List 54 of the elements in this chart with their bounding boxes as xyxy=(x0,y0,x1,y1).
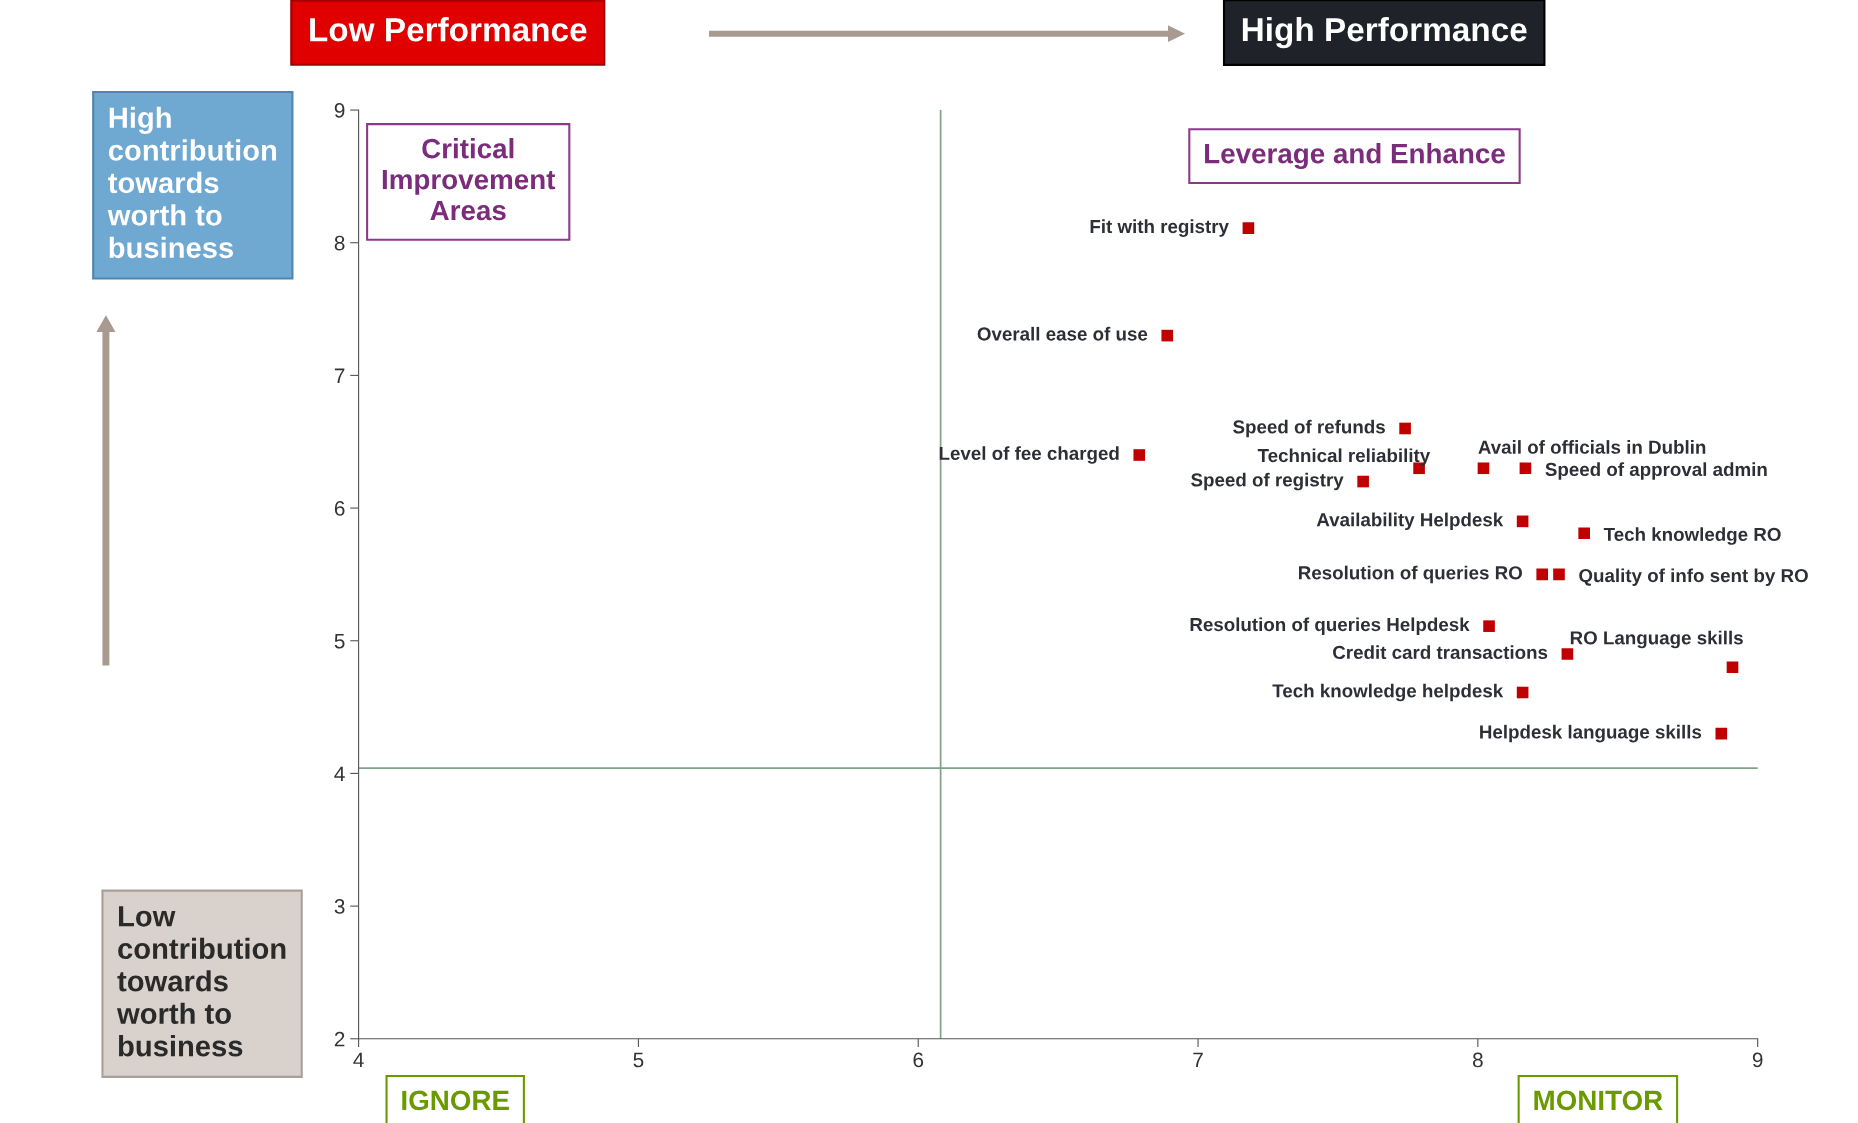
y-tick-label: 4 xyxy=(334,766,345,781)
text: High Performance xyxy=(1242,16,1527,49)
y-tick-label: 5 xyxy=(334,633,345,649)
point xyxy=(1242,222,1255,234)
text: IGNORE xyxy=(402,1090,509,1111)
x-tick-label: 5 xyxy=(633,1052,644,1068)
point xyxy=(1357,475,1369,488)
y-tick-label: 9 xyxy=(334,103,345,118)
point xyxy=(1133,449,1146,461)
annotation: Speed of refunds xyxy=(1233,419,1385,438)
annotation: Speed of registry xyxy=(1191,472,1344,491)
text: Low contribution towards worth to business xyxy=(116,906,286,1057)
y-tick-label: 8 xyxy=(334,235,345,251)
y-tick-label: 3 xyxy=(334,899,345,914)
annotation: Overall ease of use xyxy=(977,326,1148,341)
point xyxy=(1483,620,1495,632)
annotation: Credit card transactions xyxy=(1333,645,1548,660)
annotation: Availability Helpdesk xyxy=(1316,512,1504,531)
annotation: Speed of approval admin xyxy=(1545,462,1767,480)
text: MONITOR xyxy=(1534,1090,1663,1111)
point xyxy=(1399,422,1411,435)
x-tick-label: 8 xyxy=(1472,1052,1483,1068)
annotation: Fit with registry xyxy=(1090,219,1229,237)
x-tick-label: 6 xyxy=(913,1052,924,1068)
y-tick-label: 7 xyxy=(334,368,345,383)
point xyxy=(1715,727,1728,740)
point xyxy=(1726,661,1739,674)
x-tick-label: 4 xyxy=(353,1052,364,1068)
annotation: Quality of info sent by RO xyxy=(1579,568,1808,586)
annotation: Leverage and Enhance xyxy=(1205,143,1505,170)
point xyxy=(1516,515,1529,528)
point xyxy=(1477,462,1490,475)
point xyxy=(1161,329,1174,342)
annotation: Resolution of queries Helpdesk xyxy=(1190,617,1470,635)
point xyxy=(1578,527,1590,540)
point xyxy=(1519,462,1532,475)
annotation: Tech knowledge helpdesk xyxy=(1272,683,1504,702)
annotation: Helpdesk language skills xyxy=(1480,724,1702,743)
point xyxy=(1516,686,1529,699)
y-tick-label: 6 xyxy=(334,501,345,516)
annotation: Technical reliability xyxy=(1257,448,1431,466)
x-tick-label: 7 xyxy=(1193,1052,1203,1068)
annotation: Resolution of queries RO xyxy=(1299,565,1522,584)
annotation: Critical Improvement Areas xyxy=(382,138,556,221)
text: High contribution towards worth to business xyxy=(107,106,277,259)
annotation: Avail of officials in Dublin xyxy=(1478,440,1706,454)
point xyxy=(1536,568,1549,581)
point xyxy=(1561,648,1574,660)
annotation: RO Language skills xyxy=(1570,630,1743,649)
annotation: Tech knowledge RO xyxy=(1603,527,1781,545)
point xyxy=(1553,568,1565,581)
y-tick-label: 2 xyxy=(334,1031,345,1047)
text: Low Performance xyxy=(310,17,587,42)
x-tick-label: 9 xyxy=(1752,1052,1763,1068)
